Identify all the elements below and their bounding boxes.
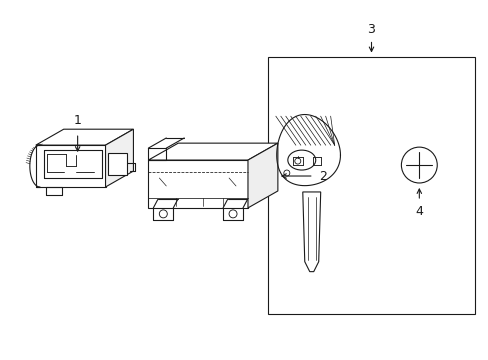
Polygon shape [105,129,133,187]
Text: 4: 4 [414,205,423,218]
Polygon shape [302,192,320,272]
Polygon shape [107,153,127,175]
Polygon shape [148,143,277,160]
Text: 1: 1 [74,114,81,127]
Text: 2: 2 [318,170,326,183]
Polygon shape [247,143,277,208]
Text: 3: 3 [367,23,375,36]
Polygon shape [36,145,105,187]
Circle shape [401,147,436,183]
Bar [267,58,474,315]
Polygon shape [36,129,133,145]
Polygon shape [148,160,247,208]
